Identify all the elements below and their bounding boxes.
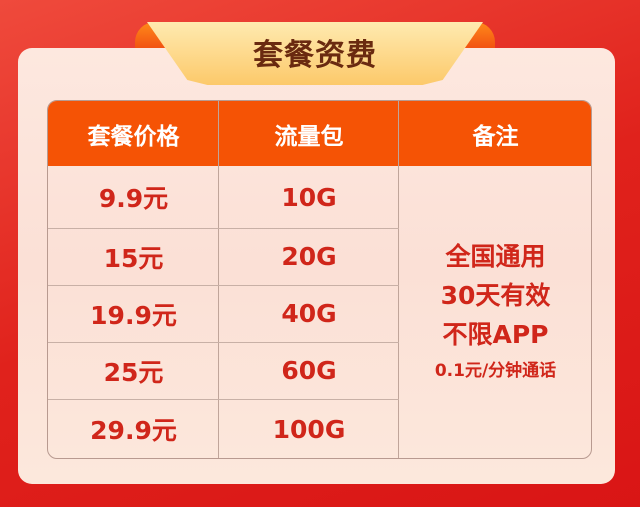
note-line: 30天有效 [440, 280, 551, 310]
header-price: 套餐价格 [87, 123, 180, 150]
column-divider [398, 101, 399, 458]
price-cell: 9.9元 [98, 184, 169, 213]
price-cell: 29.9元 [90, 416, 177, 445]
header-data: 流量包 [274, 123, 344, 150]
price-cell: 25元 [103, 357, 164, 387]
row-divider [48, 285, 399, 286]
pricing-table: 套餐价格 流量包 备注 9.9元 10G 15元 20G 19.9元 40G 25元 … [47, 100, 592, 459]
row-divider [48, 342, 399, 343]
data-cell: 40G [281, 299, 337, 328]
table-header [48, 101, 591, 166]
note-line: 全国通用 [445, 241, 546, 271]
row-divider [48, 228, 399, 229]
note-line: 不限APP [442, 319, 549, 349]
data-cell: 100G [272, 414, 346, 444]
data-cell: 60G [281, 356, 337, 385]
data-cell: 10G [281, 182, 337, 212]
data-cell: 20G [281, 242, 337, 271]
row-divider [48, 399, 399, 400]
note-line: 0.1元/分钟通话 [434, 360, 557, 381]
page-title: 套餐资费 [253, 37, 377, 73]
column-divider [218, 101, 219, 458]
header-notes: 备注 [472, 123, 519, 150]
price-cell: 19.9元 [90, 300, 177, 330]
notes-cell: 全国通用 30天有效 不限APP 0.1元/分钟通话 [399, 166, 591, 458]
price-cell: 15元 [103, 243, 164, 273]
title-ribbon: 套餐资费 [147, 22, 483, 85]
